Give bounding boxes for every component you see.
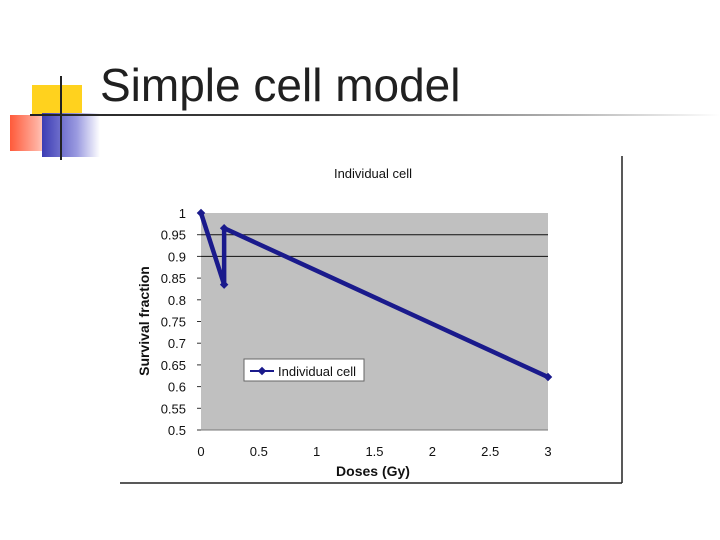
y-tick-label: 0.75 bbox=[161, 315, 186, 330]
y-tick-label: 0.5 bbox=[168, 423, 186, 438]
decor-blue-square bbox=[42, 113, 100, 157]
x-axis-label: Doses (Gy) bbox=[336, 463, 410, 479]
plot-area bbox=[201, 213, 548, 430]
y-tick-label: 0.65 bbox=[161, 358, 186, 373]
y-tick-label: 1 bbox=[179, 206, 186, 221]
title-underline bbox=[30, 114, 720, 116]
x-tick-label: 1 bbox=[313, 444, 320, 459]
y-tick-label: 0.55 bbox=[161, 401, 186, 416]
data-point bbox=[543, 372, 553, 382]
series-line bbox=[198, 210, 551, 380]
y-tick-label: 0.7 bbox=[168, 336, 186, 351]
y-axis-label: Survival fraction bbox=[136, 266, 152, 376]
chart-title: Individual cell bbox=[334, 166, 412, 181]
x-tick-label: 2.5 bbox=[481, 444, 499, 459]
y-tick-label: 0.85 bbox=[161, 271, 186, 286]
y-tick-label: 0.8 bbox=[168, 293, 186, 308]
legend-box bbox=[243, 358, 365, 382]
x-tick-label: 2 bbox=[429, 444, 436, 459]
x-tick-label: 0 bbox=[197, 444, 204, 459]
y-tick-label: 0.9 bbox=[168, 249, 186, 264]
y-tick-label: 0.95 bbox=[161, 228, 186, 243]
x-tick-label: 3 bbox=[544, 444, 551, 459]
slide-title: Simple cell model bbox=[100, 59, 461, 111]
legend-label: Individual cell bbox=[278, 364, 356, 379]
x-tick-label: 0.5 bbox=[250, 444, 268, 459]
decor-vertical-line bbox=[60, 76, 62, 160]
data-point bbox=[219, 223, 229, 233]
data-point bbox=[196, 208, 206, 218]
legend: Individual cell bbox=[243, 358, 365, 382]
y-tick-label: 0.6 bbox=[168, 380, 186, 395]
x-tick-label: 1.5 bbox=[365, 444, 383, 459]
legend-marker bbox=[257, 366, 267, 376]
data-point bbox=[219, 280, 229, 289]
